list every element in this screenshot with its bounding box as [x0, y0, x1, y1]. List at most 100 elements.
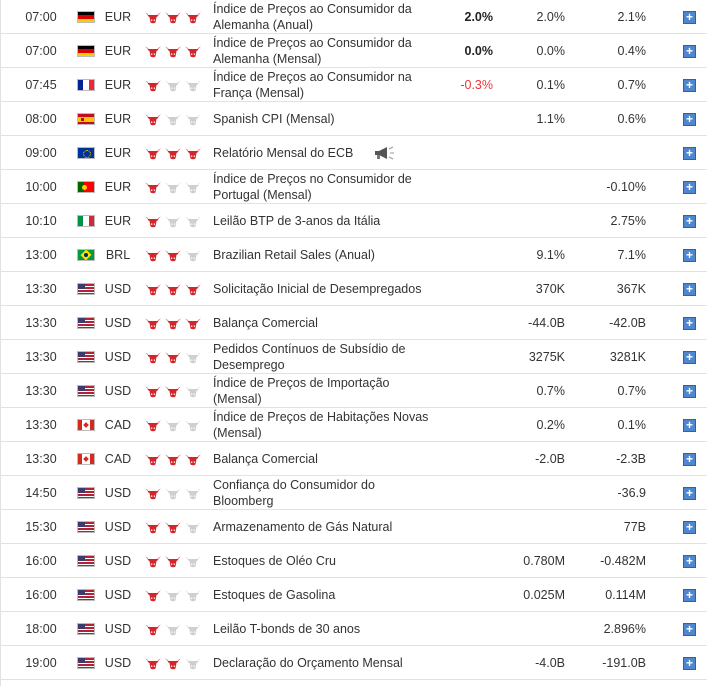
importance-rating — [144, 408, 204, 441]
event-name[interactable]: Relatório Mensal do ECB — [213, 145, 354, 160]
event-time: 13:30 — [25, 315, 57, 330]
expand-button[interactable]: + — [683, 249, 696, 262]
event-name-cell[interactable]: Declaração do Orçamento Mensal — [213, 646, 438, 679]
forecast-value: 9.1% — [536, 247, 566, 262]
bull-inactive-icon — [164, 112, 182, 126]
actual-value — [421, 646, 493, 679]
event-time: 08:00 — [25, 111, 57, 126]
event-row: 13:30 CAD Balança Comercial -2.0B -2.3B + — [1, 442, 707, 476]
event-time: 18:00 — [25, 621, 57, 636]
expand-button[interactable]: + — [683, 11, 696, 24]
expand-button[interactable]: + — [683, 215, 696, 228]
event-name-cell[interactable]: Índice de Preços de Importação (Mensal) — [213, 374, 438, 407]
event-name-cell[interactable]: Pedidos Contínuos de Subsídio de Desempr… — [213, 340, 438, 373]
currency-code: EUR — [104, 77, 132, 92]
expand-button[interactable]: + — [683, 521, 696, 534]
expand-button[interactable]: + — [683, 181, 696, 194]
bull-active-icon — [184, 452, 202, 466]
event-name-cell[interactable]: Índice de Preços no Consumidor de Portug… — [213, 170, 438, 203]
importance-rating — [144, 204, 204, 237]
event-name[interactable]: Leilão T-bonds de 30 anos — [213, 621, 361, 636]
event-name[interactable]: Pedidos Contínuos de Subsídio de Desempr… — [213, 341, 406, 372]
currency-code: EUR — [104, 179, 132, 194]
bull-inactive-icon — [184, 656, 202, 670]
bull-active-icon — [164, 316, 182, 330]
expand-button[interactable]: + — [683, 45, 696, 58]
bull-active-icon — [164, 282, 182, 296]
bull-active-icon — [144, 10, 162, 24]
bull-active-icon — [164, 146, 182, 160]
event-name-cell[interactable]: Brazilian Retail Sales (Anual) — [213, 238, 438, 271]
bull-active-icon — [144, 554, 162, 568]
expand-button[interactable]: + — [683, 385, 696, 398]
event-name-cell[interactable]: Índice de Preços ao Consumidor da Aleman… — [213, 0, 438, 33]
event-name[interactable]: Estoques de Oléo Cru — [213, 553, 336, 568]
event-name-cell[interactable]: Spanish CPI (Mensal) — [213, 102, 438, 135]
event-name[interactable]: Índice de Preços ao Consumidor da Aleman… — [213, 35, 412, 66]
bull-inactive-icon — [184, 384, 202, 398]
event-time: 16:00 — [25, 587, 57, 602]
expand-button[interactable]: + — [683, 419, 696, 432]
previous-value: 0.7% — [617, 383, 647, 398]
importance-rating — [144, 374, 204, 407]
event-name[interactable]: Solicitação Inicial de Desempregados — [213, 281, 422, 296]
expand-button[interactable]: + — [683, 147, 696, 160]
event-name-cell[interactable]: Estoques de Gasolina — [213, 578, 438, 611]
event-name[interactable]: Confiança do Consumidor do Bloomberg — [213, 477, 375, 508]
event-row: 16:00 USD Estoques de Gasolina 0.025M 0.114… — [1, 578, 707, 612]
expand-button[interactable]: + — [683, 113, 696, 126]
forecast-value: 0.2% — [536, 417, 566, 432]
expand-button[interactable]: + — [683, 79, 696, 92]
expand-button[interactable]: + — [683, 555, 696, 568]
event-name[interactable]: Índice de Preços ao Consumidor na França… — [213, 69, 412, 100]
event-name[interactable]: Spanish CPI (Mensal) — [213, 111, 335, 126]
expand-button[interactable]: + — [683, 487, 696, 500]
expand-button[interactable]: + — [683, 283, 696, 296]
previous-value: 367K — [616, 281, 646, 296]
currency-code: USD — [104, 383, 132, 398]
event-name[interactable]: Estoques de Gasolina — [213, 587, 336, 602]
bull-inactive-icon — [164, 622, 182, 636]
event-name[interactable]: Leilão BTP de 3-anos da Itália — [213, 213, 381, 228]
currency-code: EUR — [104, 43, 132, 58]
bull-active-icon — [144, 44, 162, 58]
bull-inactive-icon — [164, 78, 182, 92]
event-name-cell[interactable]: Leilão BTP de 3-anos da Itália — [213, 204, 438, 237]
event-name[interactable]: Índice de Preços de Importação (Mensal) — [213, 375, 390, 406]
bull-inactive-icon — [184, 214, 202, 228]
event-name-cell[interactable]: Balança Comercial — [213, 442, 438, 475]
event-name[interactable]: Balança Comercial — [213, 315, 318, 330]
forecast-value: 0.7% — [536, 383, 566, 398]
event-name-cell[interactable]: Estoques de Oléo Cru — [213, 544, 438, 577]
expand-button[interactable]: + — [683, 317, 696, 330]
event-name[interactable]: Índice de Preços ao Consumidor da Aleman… — [213, 1, 412, 32]
event-name[interactable]: Índice de Preços de Habitações Novas (Me… — [213, 409, 429, 440]
expand-button[interactable]: + — [683, 623, 696, 636]
event-time: 10:10 — [25, 213, 57, 228]
event-name-cell[interactable]: Índice de Preços ao Consumidor na França… — [213, 68, 438, 101]
event-name-cell[interactable]: Relatório Mensal do ECB — [213, 136, 438, 169]
event-row: 13:00 BRL Brazilian Retail Sales (Anual) 9… — [1, 238, 707, 272]
event-name-cell[interactable]: Leilão T-bonds de 30 anos — [213, 612, 438, 645]
event-name-cell[interactable]: Armazenamento de Gás Natural — [213, 510, 438, 543]
expand-button[interactable]: + — [683, 351, 696, 364]
flag-es-icon — [77, 113, 95, 125]
expand-button[interactable]: + — [683, 657, 696, 670]
event-name[interactable]: Declaração do Orçamento Mensal — [213, 655, 403, 670]
event-name-cell[interactable]: Índice de Preços ao Consumidor da Aleman… — [213, 34, 438, 67]
event-name-cell[interactable]: Confiança do Consumidor do Bloomberg — [213, 476, 438, 509]
event-name[interactable]: Brazilian Retail Sales (Anual) — [213, 247, 375, 262]
event-name[interactable]: Balança Comercial — [213, 451, 318, 466]
importance-rating — [144, 646, 204, 679]
flag-us-icon — [77, 657, 95, 669]
event-name[interactable]: Índice de Preços no Consumidor de Portug… — [213, 171, 412, 202]
expand-button[interactable]: + — [683, 589, 696, 602]
event-name-cell[interactable]: Índice de Preços de Habitações Novas (Me… — [213, 408, 438, 441]
event-name[interactable]: Armazenamento de Gás Natural — [213, 519, 393, 534]
event-row: 10:10 EUR Leilão BTP de 3-anos da Itália 2… — [1, 204, 707, 238]
speech-megaphone-icon — [373, 146, 397, 163]
expand-button[interactable]: + — [683, 453, 696, 466]
event-name-cell[interactable]: Solicitação Inicial de Desempregados — [213, 272, 438, 305]
event-name-cell[interactable]: Balança Comercial — [213, 306, 438, 339]
